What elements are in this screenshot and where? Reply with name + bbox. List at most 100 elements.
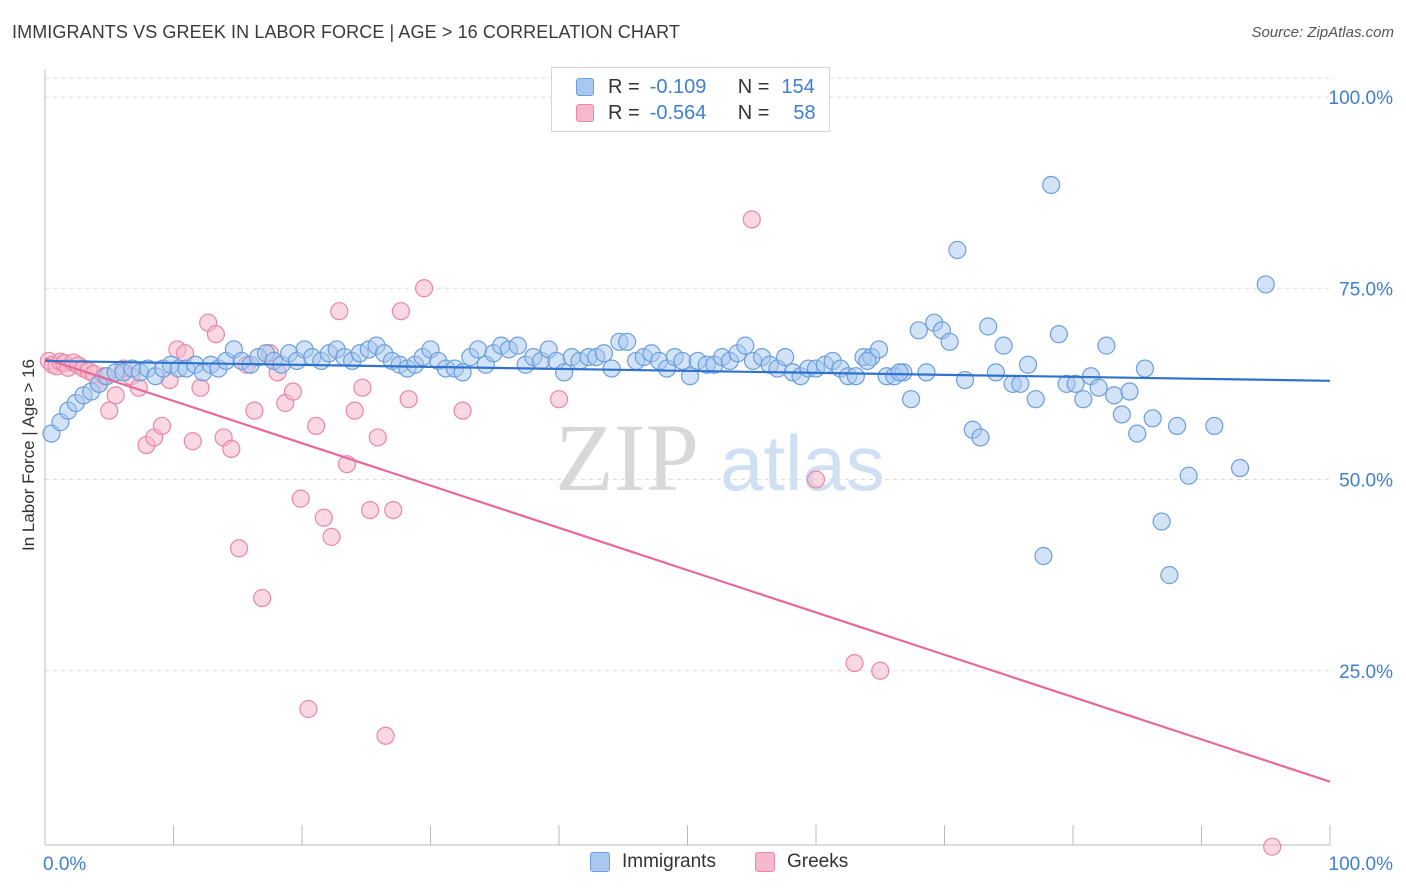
series-legend: Immigrants Greeks xyxy=(0,851,1406,879)
greeks-point xyxy=(245,401,264,420)
immigrants-point xyxy=(917,363,936,382)
immigrants-point xyxy=(1026,390,1045,409)
greeks-point xyxy=(100,401,119,420)
legend-n-value: 154 xyxy=(781,75,815,98)
greeks-point xyxy=(314,508,333,527)
immigrants-point xyxy=(948,240,967,260)
immigrants-point xyxy=(673,351,692,371)
y-tick-label: 50.0% xyxy=(1339,471,1393,492)
greeks-point xyxy=(414,279,434,298)
greeks-point xyxy=(453,401,472,420)
immigrants-swatch xyxy=(576,78,594,96)
immigrants-point xyxy=(1167,416,1187,436)
immigrants-point xyxy=(1128,424,1147,443)
immigrants-point xyxy=(901,390,921,409)
immigrants-point xyxy=(1143,409,1162,428)
y-axis-tick-labels: 100.0% 75.0% 50.0% 25.0% xyxy=(1329,88,1394,683)
immigrants-point xyxy=(1135,359,1155,378)
greeks-point xyxy=(871,661,890,680)
chart-title: IMMIGRANTS VS GREEK IN LABOR FORCE | AGE… xyxy=(12,22,680,42)
immigrants-point xyxy=(979,317,998,336)
legend-r-label: R = xyxy=(608,75,640,98)
immigrants-point xyxy=(468,340,488,359)
greeks-point xyxy=(307,416,326,436)
immigrants-point xyxy=(1097,336,1116,355)
legend-n-value: 58 xyxy=(793,101,816,124)
immigrants-point xyxy=(1179,466,1198,485)
legend-item-label: Immigrants xyxy=(622,851,716,872)
legend-item-label: Greeks xyxy=(787,851,849,872)
y-tick-label: 100.0% xyxy=(1329,88,1394,109)
immigrants-point xyxy=(994,336,1013,355)
x-axis-ticks xyxy=(173,825,1331,845)
greeks-point xyxy=(353,378,372,397)
immigrants-point xyxy=(858,351,877,371)
greeks-point xyxy=(391,302,411,321)
immigrants-point xyxy=(986,363,1006,382)
immigrants-point xyxy=(1018,355,1038,374)
greeks-point xyxy=(384,501,403,520)
immigrants-point xyxy=(1105,386,1124,405)
immigrants-point xyxy=(940,332,959,351)
greeks-point xyxy=(222,439,241,458)
greeks-point xyxy=(229,539,249,558)
immigrants-point xyxy=(1256,275,1275,294)
watermark: ZIP atlas xyxy=(555,404,885,511)
greeks-point xyxy=(299,699,318,719)
source-label: Source: ZipAtlas.com xyxy=(1251,24,1394,41)
x-axis-tick-labels: 0.0% 100.0% xyxy=(43,854,1393,875)
immigrants-point xyxy=(776,348,795,367)
legend-r-value: -0.109 xyxy=(649,75,707,98)
immigrants-point xyxy=(1089,378,1108,397)
legend-r-value: -0.564 xyxy=(649,101,707,124)
immigrants-point xyxy=(869,340,889,359)
immigrants-point xyxy=(555,363,574,382)
greeks-swatch xyxy=(755,852,775,872)
correlation-legend: R = -0.109 N = 154 R = -0.564 N = 58 xyxy=(551,67,830,132)
immigrants-points xyxy=(42,175,1275,585)
x-tick-label: 100.0% xyxy=(1329,854,1394,875)
immigrants-point xyxy=(971,428,990,447)
legend-n-label: N = xyxy=(737,75,770,98)
immigrants-swatch xyxy=(590,852,610,872)
immigrants-point xyxy=(1034,546,1053,566)
legend-r-label: R = xyxy=(608,101,640,124)
greeks-trend-line xyxy=(44,357,1331,783)
immigrants-point xyxy=(1074,390,1093,409)
legend-n-label: N = xyxy=(737,101,770,124)
greeks-point xyxy=(330,302,349,321)
legend-item-greeks[interactable]: Greeks xyxy=(755,851,848,873)
greeks-point xyxy=(806,470,826,489)
greeks-point xyxy=(106,386,125,405)
greeks-point xyxy=(291,489,310,508)
greeks-swatch xyxy=(576,104,594,122)
legend-item-immigrants[interactable]: Immigrants xyxy=(590,851,716,873)
immigrants-point xyxy=(1152,512,1171,531)
immigrants-trend-line xyxy=(44,359,1331,382)
immigrants-point xyxy=(1160,566,1179,585)
greeks-point xyxy=(845,653,864,673)
greeks-point xyxy=(345,401,364,420)
greeks-point xyxy=(368,428,387,447)
immigrants-point xyxy=(1112,405,1131,424)
greeks-point xyxy=(152,416,172,436)
x-tick-label: 0.0% xyxy=(43,854,86,875)
immigrants-point xyxy=(1011,374,1030,393)
trend-lines xyxy=(44,357,1331,783)
immigrants-point xyxy=(736,336,755,355)
legend-row-greeks: R = -0.564 N = 58 xyxy=(576,101,816,125)
watermark-zip: ZIP xyxy=(555,404,699,511)
immigrants-point xyxy=(1042,175,1061,195)
greeks-point xyxy=(376,726,395,745)
immigrants-point xyxy=(508,336,527,355)
immigrants-point xyxy=(909,321,928,340)
y-axis-label: In Labor Force | Age > 16 xyxy=(19,359,38,551)
immigrants-point xyxy=(1205,416,1224,436)
immigrants-point xyxy=(1049,325,1068,344)
legend-row-immigrants: R = -0.109 N = 154 xyxy=(576,75,815,99)
immigrants-point xyxy=(594,344,614,363)
immigrants-point xyxy=(618,332,637,351)
y-tick-label: 75.0% xyxy=(1339,279,1393,300)
greeks-points xyxy=(39,210,1282,856)
